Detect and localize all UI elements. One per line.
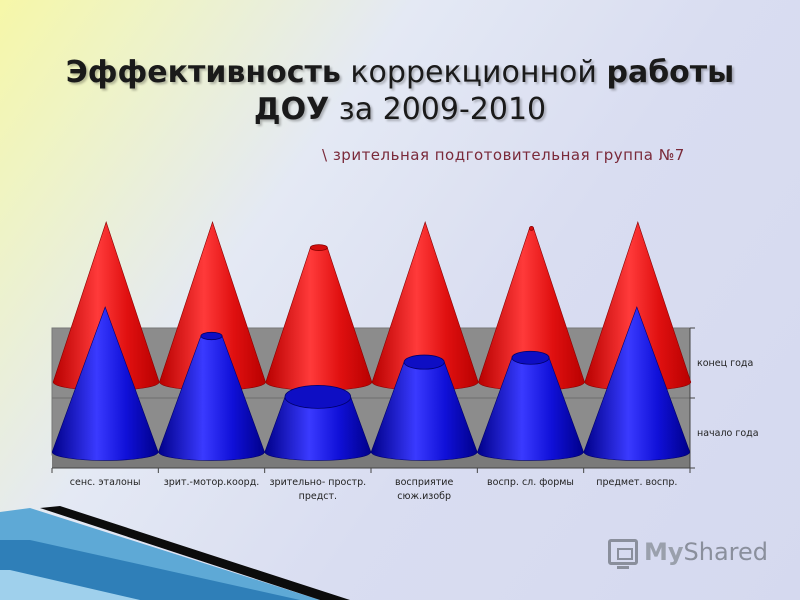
decor-stripe-pale (0, 570, 140, 600)
cone-start-of-year (51, 306, 159, 461)
slide-subtitle: \ зрительная подготовительная группа №7 (322, 146, 685, 164)
title-word-work: работы (606, 55, 735, 90)
cone-end-of-year (265, 244, 373, 391)
decor-stripe-dark (40, 506, 350, 600)
title-line-2: ДОУ за 2009-2010 (40, 91, 760, 128)
category-label: зрит.-мотор.коорд. (164, 477, 260, 488)
category-label: воспр. сл. формы (487, 477, 574, 488)
title-line-1: Эффективность коррекционной работы (40, 54, 760, 91)
title-word-effectiveness: Эффективность (65, 55, 341, 90)
slide-title: Эффективность коррекционной работы ДОУ з… (40, 54, 760, 128)
category-label: сенс. эталоны (70, 477, 141, 488)
category-label: предст. (299, 491, 337, 502)
cone-start-of-year (370, 354, 478, 461)
legend-end-of-year: конец года (697, 358, 753, 369)
cone-start-of-year (264, 384, 372, 461)
cone-start-of-year (158, 331, 265, 461)
watermark-text: MyShared (644, 538, 769, 566)
cone-start-of-year (583, 306, 691, 461)
presentation-board-icon (608, 539, 638, 569)
title-word-years: за 2009-2010 (338, 92, 547, 127)
category-label: зрительно- простр. (270, 477, 367, 488)
category-label: сюж.изобр (397, 491, 451, 502)
legend-start-of-year: начало года (697, 428, 759, 439)
title-word-correctional: коррекционной (350, 55, 597, 90)
category-label: восприятие (395, 477, 453, 488)
cone-start-of-year (477, 350, 584, 461)
watermark: MyShared (608, 538, 769, 569)
category-label: предмет. воспр. (596, 477, 677, 488)
title-word-dou: ДОУ (253, 92, 330, 127)
